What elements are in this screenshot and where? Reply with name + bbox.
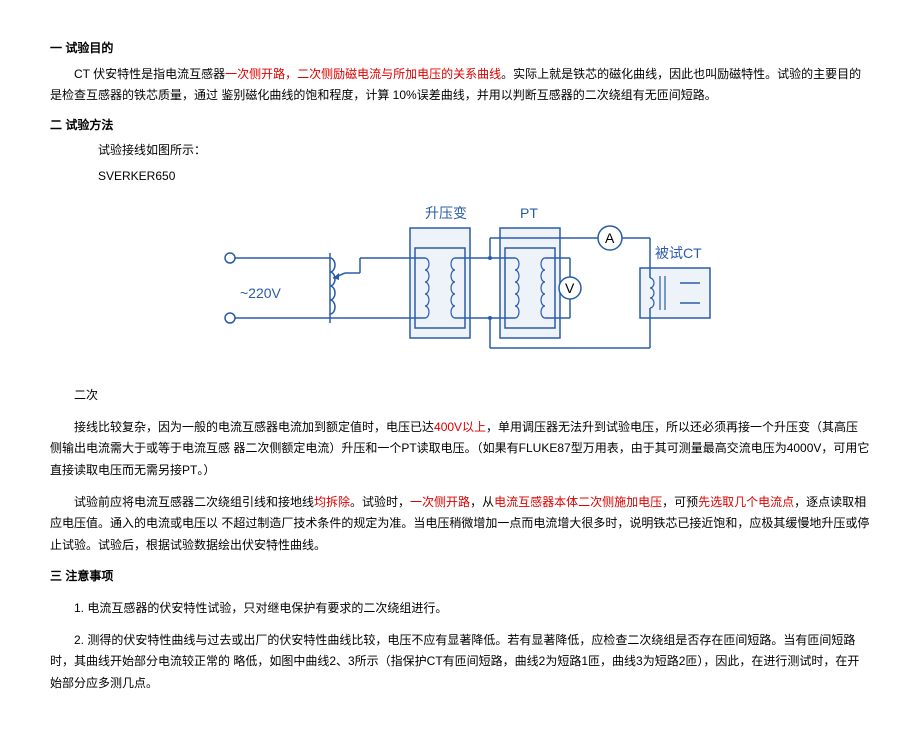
wiring-diagram: 升压变 PT 被试CT ~220V <box>50 198 870 376</box>
s2b-p2-red-1: 均拆除 <box>314 495 350 509</box>
section-2b-p2: 试验前应将电流互感器二次绕组引线和接地线均拆除。试验时，一次侧开路，从电流互感器… <box>50 492 870 557</box>
label-pt: PT <box>520 205 538 221</box>
terminal-top <box>225 253 235 263</box>
stepup-box <box>410 228 470 338</box>
s2b-p2-red-4: 先选取几个电流点 <box>698 495 794 509</box>
section-2b-p1: 接线比较复杂，因为一般的电流互感器电流加到额定值时，电压已达400V以上，单用调… <box>50 417 870 482</box>
pt-box <box>500 228 560 338</box>
section-1-para-1: CT 伏安特性是指电流互感器一次侧开路，二次侧励磁电流与所加电压的关系曲线。实际… <box>50 64 870 107</box>
s2b-p2-red-3: 电流互感器本体二次侧施加电压 <box>494 495 662 509</box>
section-3-p1: 1. 电流互感器的伏安特性试验，只对继电保护有要求的二次绕组进行。 <box>50 598 870 620</box>
section-1-title: 一 试验目的 <box>50 38 870 60</box>
section-2-title: 二 试验方法 <box>50 115 870 137</box>
section-3-p2: 2. 测得的伏安特性曲线与过去或出厂的伏安特性曲线比较，电压不应有显著降低。若有… <box>50 630 870 695</box>
s2b-p2c: ，从 <box>470 495 494 509</box>
device-name: SVERKER650 <box>50 166 870 188</box>
s2b-p1a: 接线比较复杂，因为一般的电流互感器电流加到额定值时，电压已达 <box>74 420 434 434</box>
label-ct: 被试CT <box>655 245 702 261</box>
s2b-p2-red-2: 一次侧开路 <box>410 495 470 509</box>
s1-p1a: CT 伏安特性是指电流互感器 <box>74 67 225 81</box>
label-v: V <box>565 280 575 296</box>
s2b-p2d: ，可预 <box>662 495 698 509</box>
terminal-bottom <box>225 313 235 323</box>
label-a: A <box>605 230 615 246</box>
section-2-p1: 试验接线如图所示： <box>50 140 870 162</box>
s2b-p1-red-1: 400V以上 <box>434 420 486 434</box>
label-secondary: 二次 <box>50 385 870 407</box>
label-stepup: 升压变 <box>425 205 467 221</box>
section-3-title: 三 注意事项 <box>50 566 870 588</box>
s1-p1-red-1: 一次侧开路，二次侧励磁电流与所加电压的关系曲线 <box>225 67 501 81</box>
s2b-p2a: 试验前应将电流互感器二次绕组引线和接地线 <box>74 495 314 509</box>
label-220v: ~220V <box>240 285 282 301</box>
s2b-p2b: 。试验时， <box>350 495 410 509</box>
